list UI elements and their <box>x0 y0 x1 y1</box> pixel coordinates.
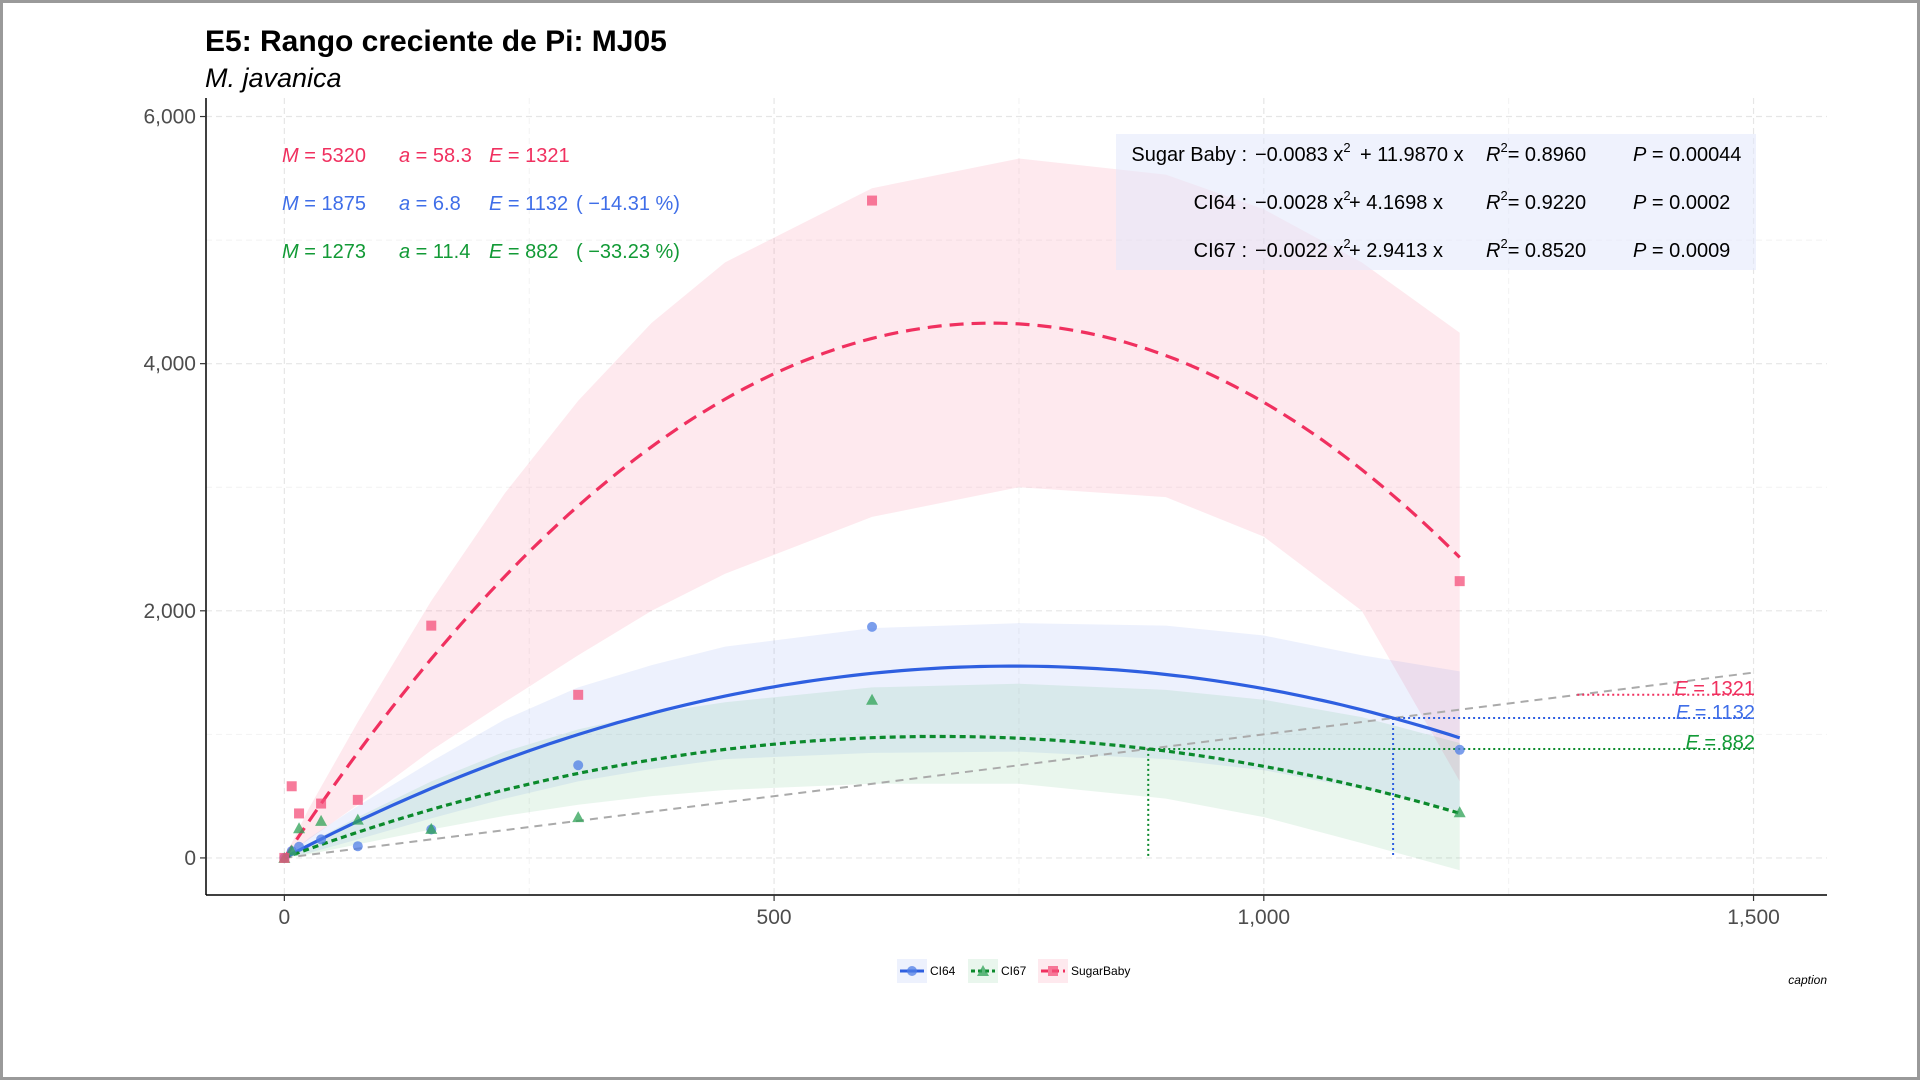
chart-svg: 0 2,000 4,000 6,000 0 500 1,000 1,500 M = 5320 a… <box>143 25 1827 987</box>
equation-label-0: Sugar Baby : <box>1131 144 1247 166</box>
point-ci64-8 <box>1454 744 1465 755</box>
equation-r2-2: R2= 0.8520 <box>1486 236 1586 262</box>
equation-linear-0: + 11.9870 x <box>1360 144 1464 166</box>
point-ci64-4 <box>352 841 363 852</box>
reference-line <box>284 671 1754 859</box>
x-tick-label-3: 1,500 <box>1727 906 1780 929</box>
point-ci67-2 <box>293 822 306 834</box>
data-points <box>278 195 1466 863</box>
x-tick-label-0: 0 <box>279 906 291 929</box>
equation-p-2: P = 0.0009 <box>1633 240 1730 262</box>
stat-E-ci67: E = 882 <box>489 241 559 263</box>
band-sugarbaby <box>284 158 1460 858</box>
equation-linear-1: + 4.1698 x <box>1349 192 1443 214</box>
point-sugarbaby-1 <box>286 781 297 792</box>
legend: CI64 CI67 SugarBaby <box>897 959 1130 983</box>
point-ci67-8 <box>1453 806 1466 818</box>
point-ci67-7 <box>866 693 879 705</box>
fit-curve-ci64 <box>283 664 1461 860</box>
chart-caption: caption <box>1788 973 1827 987</box>
fit-curves <box>283 321 1461 860</box>
equation-box <box>1116 134 1756 270</box>
y-tick-label-2: 4,000 <box>143 353 196 376</box>
x-tick-label-2: 1,000 <box>1238 906 1291 929</box>
point-ci64-7 <box>867 621 878 632</box>
e-label-sugarbaby: E = 1321 <box>1674 678 1755 700</box>
point-ci67-1 <box>285 844 298 856</box>
point-ci64-3 <box>316 834 327 845</box>
stat-E-sugarbaby: E = 1321 <box>489 145 570 167</box>
e-marker-lines <box>1147 693 1754 858</box>
point-sugarbaby-6 <box>573 689 584 700</box>
e-label-ci64: E = 1132 <box>1676 702 1755 724</box>
legend-key-marker-sugarbaby <box>1048 966 1058 976</box>
stat-M-ci64: M = 1875 <box>282 193 366 215</box>
legend-label-sugarbaby: SugarBaby <box>1071 964 1130 978</box>
stat-E-ci64: E = 1132 <box>489 193 568 215</box>
equation-p-1: P = 0.0002 <box>1633 192 1730 214</box>
fit-curve-sugarbaby <box>283 321 1461 859</box>
confidence-bands <box>284 158 1460 871</box>
point-ci67-4 <box>351 813 364 825</box>
point-sugarbaby-8 <box>1454 576 1465 587</box>
x-tick-label-1: 500 <box>757 906 792 929</box>
legend-label-ci67: CI67 <box>1001 964 1027 978</box>
point-ci67-3 <box>315 814 328 826</box>
point-ci67-6 <box>572 811 585 823</box>
stat-a-sugarbaby: a = 58.3 <box>399 145 472 167</box>
y-tick-label-0: 0 <box>184 847 196 870</box>
stat-M-ci67: M = 1273 <box>282 241 366 263</box>
annotations: M = 5320 a = 58.3 E = 1321 M = 1875 a = 6.8 E… <box>282 134 1756 754</box>
legend-key-marker-ci67 <box>977 965 989 976</box>
point-sugarbaby-4 <box>352 794 363 805</box>
equation-linear-2: + 2.9413 x <box>1349 240 1443 262</box>
stat-pct-ci67: ( −33.23 %) <box>576 241 680 263</box>
equation-label-2: CI67 : <box>1194 240 1247 262</box>
legend-key-marker-ci64 <box>907 966 917 976</box>
stat-pct-ci64: ( −14.31 %) <box>576 193 680 215</box>
point-sugarbaby-3 <box>316 798 327 809</box>
point-ci67-5 <box>425 822 438 834</box>
e-label-ci67: E = 882 <box>1685 732 1755 754</box>
chart-subtitle: M. javanica <box>205 63 342 93</box>
equation-r2-0: R2= 0.8960 <box>1486 140 1586 166</box>
equation-p-0: P = 0.00044 <box>1633 144 1741 166</box>
band-ci67 <box>284 683 1460 871</box>
point-sugarbaby-2 <box>294 808 305 819</box>
point-sugarbaby-0 <box>279 852 290 863</box>
equation-quadratic-0: −0.0083 x2 <box>1255 140 1351 166</box>
point-sugarbaby-7 <box>867 195 878 206</box>
y-tick-label-1: 2,000 <box>143 600 196 623</box>
stat-a-ci67: a = 11.4 <box>399 241 470 263</box>
point-ci64-6 <box>573 760 584 771</box>
fit-curve-ci67 <box>283 734 1461 860</box>
chart-title: E5: Rango creciente de Pi: MJ05 <box>205 25 667 58</box>
equation-label-1: CI64 : <box>1194 192 1247 214</box>
y-tick-label-3: 6,000 <box>143 106 196 129</box>
equation-r2-1: R2= 0.9220 <box>1486 188 1586 214</box>
reference-line-group <box>284 671 1754 859</box>
point-sugarbaby-5 <box>426 620 437 631</box>
legend-label-ci64: CI64 <box>930 964 956 978</box>
equation-quadratic-1: −0.0028 x2 <box>1255 188 1351 214</box>
point-ci64-2 <box>294 841 305 852</box>
axes: 0 2,000 4,000 6,000 0 500 1,000 1,500 <box>143 98 1827 929</box>
stat-M-sugarbaby: M = 5320 <box>282 145 366 167</box>
chart-frame: 0 2,000 4,000 6,000 0 500 1,000 1,500 M = 5320 a… <box>3 3 1917 1077</box>
equation-quadratic-2: −0.0022 x2 <box>1255 236 1351 262</box>
stat-a-ci64: a = 6.8 <box>399 193 461 215</box>
band-ci64 <box>284 623 1460 858</box>
